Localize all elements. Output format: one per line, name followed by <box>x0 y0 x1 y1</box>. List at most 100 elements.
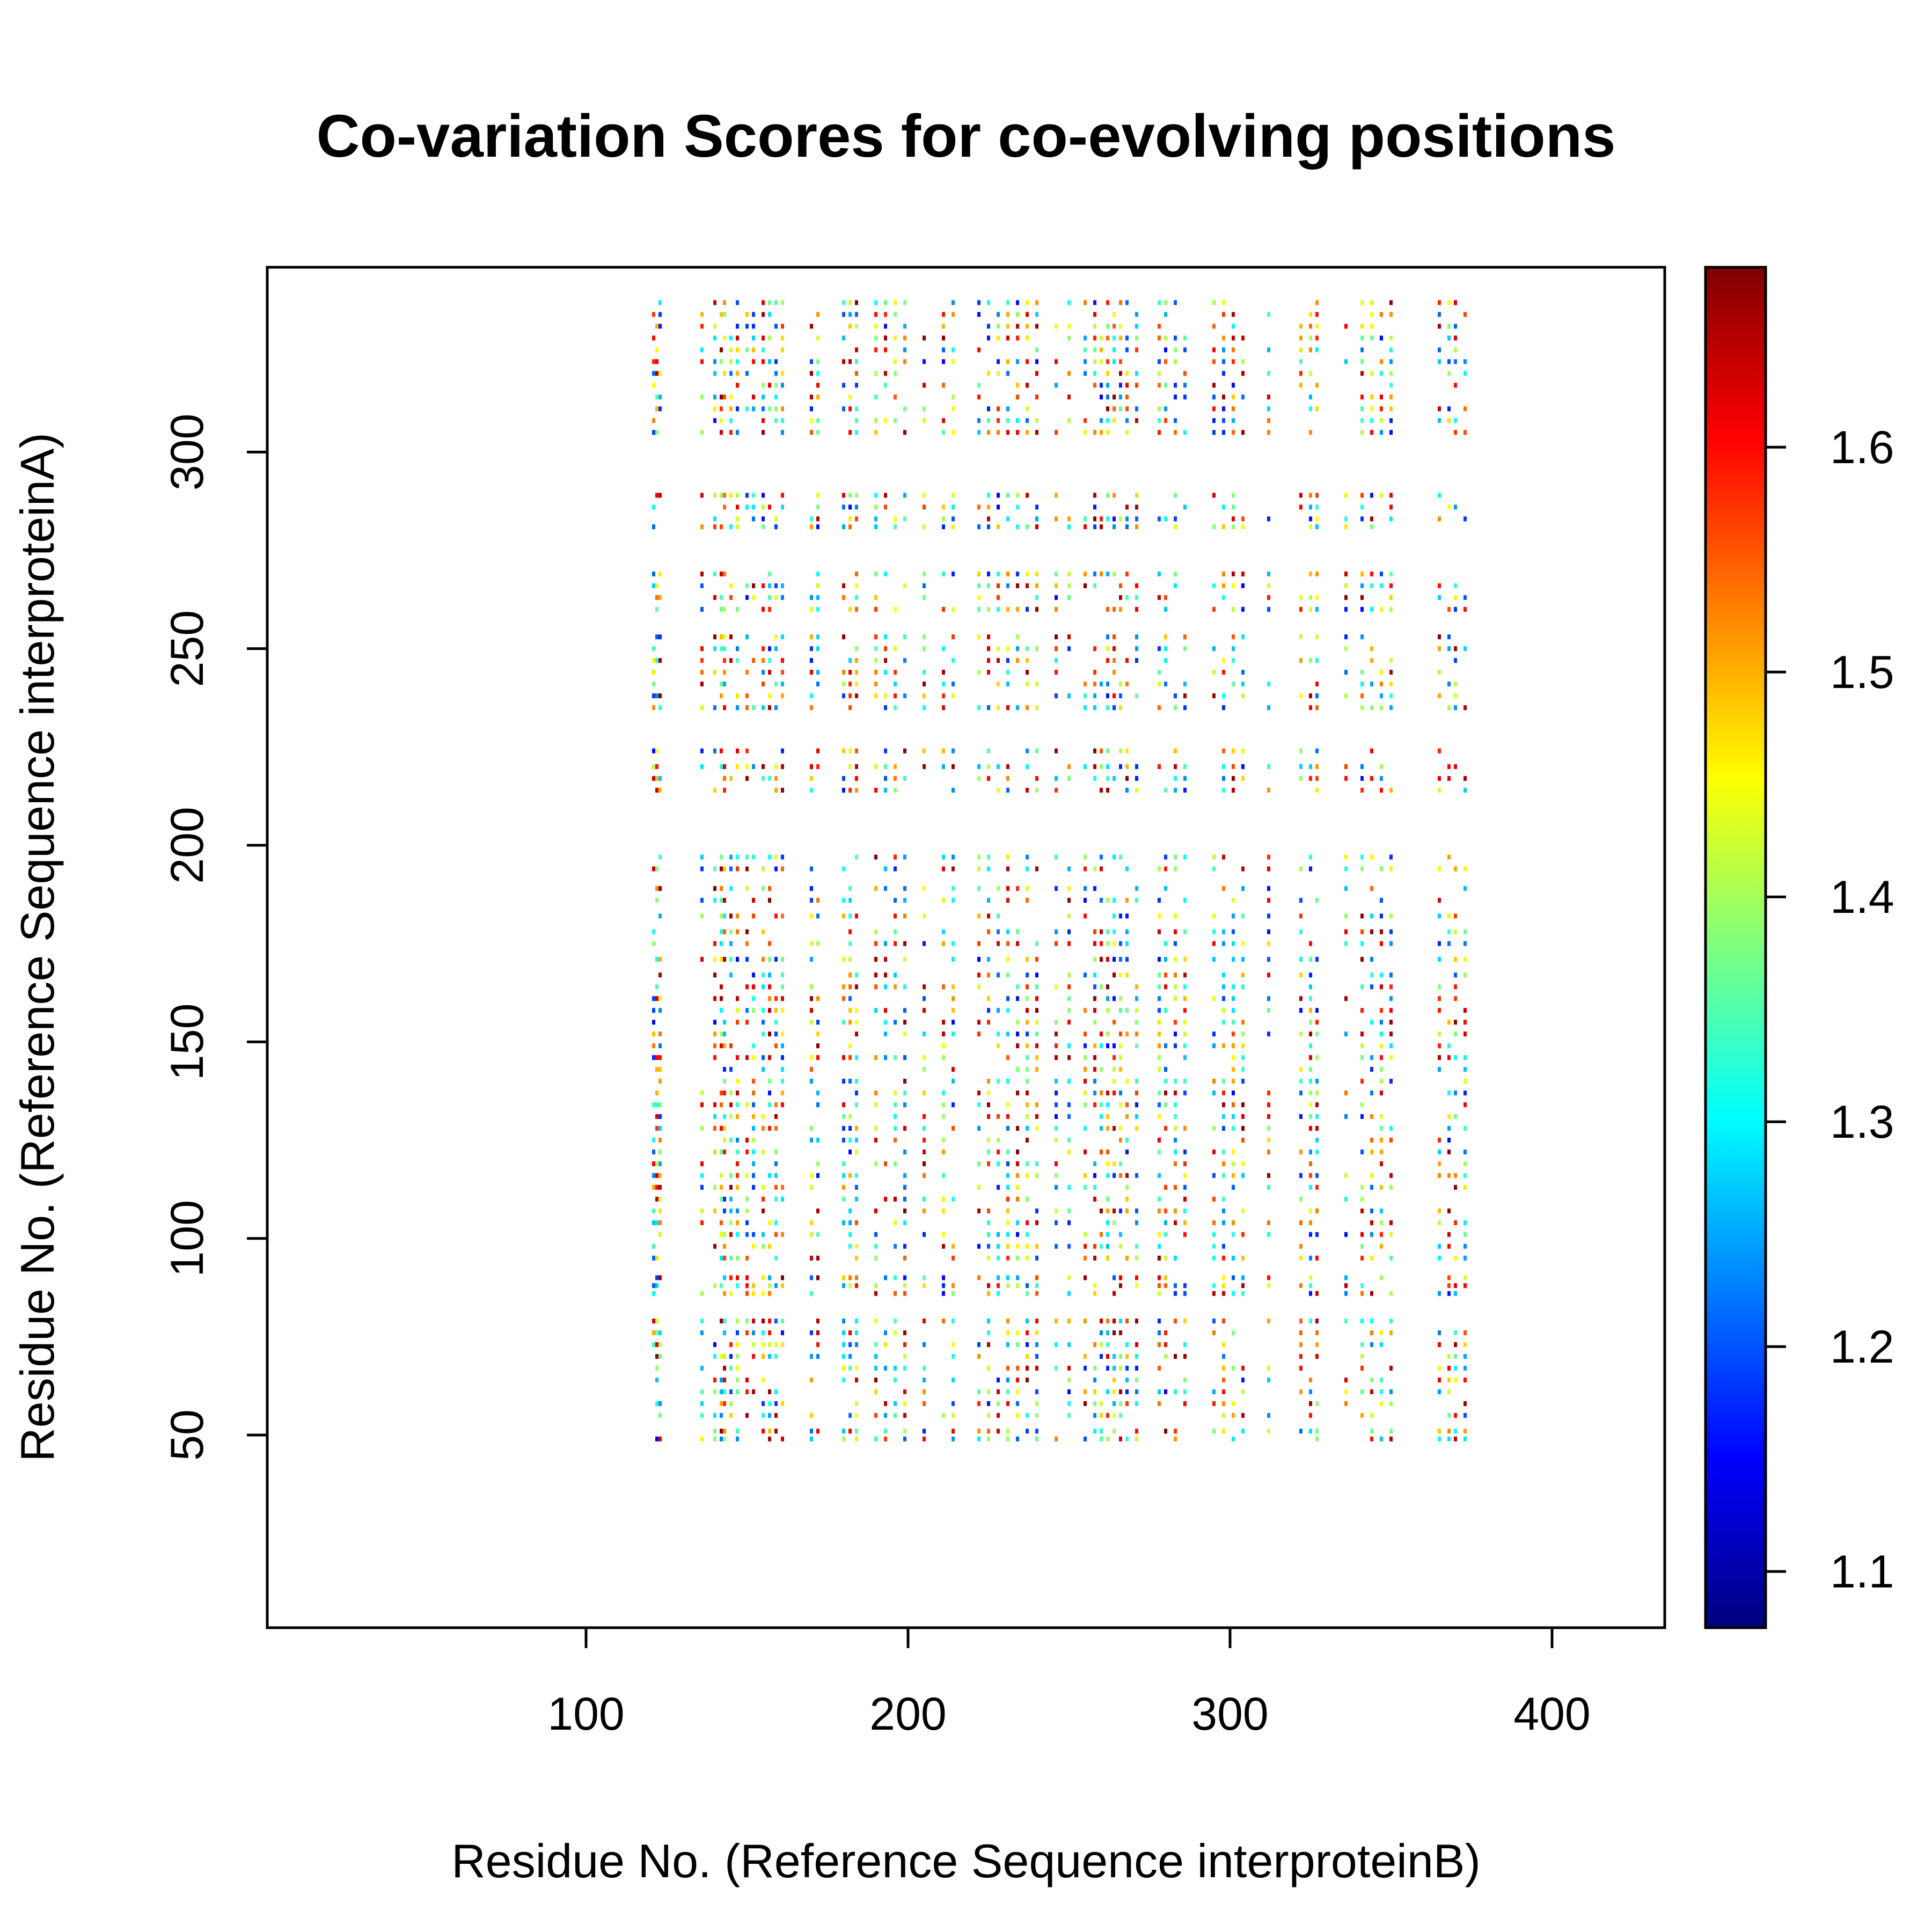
score-point <box>1232 1413 1235 1418</box>
score-point <box>762 347 765 353</box>
score-point <box>1309 693 1312 699</box>
score-point <box>810 1291 813 1296</box>
score-point <box>1380 682 1383 687</box>
score-point <box>903 941 906 946</box>
score-point <box>1315 1008 1319 1013</box>
score-point <box>816 670 819 675</box>
score-point <box>848 312 852 317</box>
score-point <box>1125 1319 1129 1323</box>
score-point <box>1212 347 1216 353</box>
score-point <box>1447 1413 1451 1418</box>
score-point <box>952 359 955 364</box>
score-point <box>1232 898 1235 903</box>
score-point <box>1084 1243 1087 1249</box>
score-point <box>652 682 655 687</box>
score-point <box>894 1138 897 1143</box>
score-point <box>652 418 655 423</box>
score-point <box>1241 1377 1245 1382</box>
score-point <box>1035 371 1038 376</box>
score-point <box>1113 1429 1116 1434</box>
score-point <box>1389 1126 1393 1131</box>
score-point <box>987 371 990 376</box>
score-point <box>1055 1342 1058 1347</box>
score-point <box>1222 670 1225 675</box>
score-point <box>1299 1173 1302 1178</box>
score-point <box>987 748 990 753</box>
score-point <box>1174 572 1177 576</box>
score-point <box>1463 516 1467 522</box>
score-point <box>1315 1342 1319 1347</box>
score-point <box>1158 1275 1161 1280</box>
score-point <box>1241 335 1245 341</box>
score-point <box>1389 1020 1393 1025</box>
score-point <box>1164 406 1167 412</box>
score-point <box>762 1067 765 1072</box>
score-point <box>1299 1091 1302 1096</box>
score-point <box>894 418 897 423</box>
score-point <box>884 1020 887 1025</box>
score-point <box>997 1243 1000 1249</box>
score-point <box>1135 524 1138 530</box>
score-point <box>842 335 845 341</box>
score-point <box>1315 1150 1319 1154</box>
score-point <box>1026 1283 1029 1289</box>
score-point <box>1212 394 1216 400</box>
score-point <box>736 1208 739 1213</box>
score-point <box>723 646 726 652</box>
score-point <box>1222 996 1225 1001</box>
score-point <box>1084 418 1087 423</box>
score-point <box>987 1150 990 1154</box>
score-point <box>1093 748 1096 753</box>
score-point <box>1232 646 1235 652</box>
score-point <box>1113 1067 1116 1072</box>
score-point <box>977 1020 980 1025</box>
score-point <box>736 524 739 530</box>
score-point <box>1232 658 1235 663</box>
score-point <box>1463 406 1467 412</box>
score-point <box>903 324 906 329</box>
score-point <box>736 406 739 412</box>
score-point <box>1093 1067 1096 1072</box>
score-point <box>848 972 852 978</box>
score-point <box>1309 1126 1312 1131</box>
score-point <box>1135 606 1138 612</box>
score-point <box>1158 1243 1161 1249</box>
score-point <box>1212 693 1216 699</box>
score-point <box>1164 957 1167 962</box>
score-point <box>987 583 990 588</box>
score-point <box>1106 1031 1109 1037</box>
score-point <box>810 1126 813 1131</box>
score-point <box>894 764 897 769</box>
score-point <box>1315 1255 1319 1261</box>
score-point <box>1158 1330 1161 1335</box>
score-point <box>1447 1389 1451 1394</box>
score-point <box>736 1091 739 1096</box>
score-point <box>1016 606 1019 612</box>
score-point <box>720 854 723 860</box>
score-point <box>952 866 955 872</box>
score-point <box>1241 886 1245 891</box>
score-point <box>781 418 784 423</box>
score-point <box>1447 1208 1451 1213</box>
score-point <box>1309 996 1312 1001</box>
score-point <box>1093 1413 1096 1418</box>
score-point <box>736 705 739 711</box>
score-point <box>1016 572 1019 576</box>
score-point <box>720 957 723 962</box>
score-point <box>1315 595 1319 600</box>
score-point <box>700 748 704 753</box>
score-point <box>1360 371 1364 376</box>
score-point <box>1212 670 1216 675</box>
score-point <box>1463 866 1467 872</box>
score-point <box>894 984 897 990</box>
score-point <box>874 941 877 946</box>
score-point <box>1454 1220 1457 1225</box>
score-point <box>1125 1184 1129 1190</box>
score-point <box>1093 1283 1096 1289</box>
score-point <box>1241 748 1245 753</box>
score-point <box>745 1020 749 1025</box>
score-point <box>1006 670 1009 675</box>
score-point <box>1389 705 1393 711</box>
score-point <box>1158 324 1161 329</box>
score-point <box>655 1055 658 1060</box>
